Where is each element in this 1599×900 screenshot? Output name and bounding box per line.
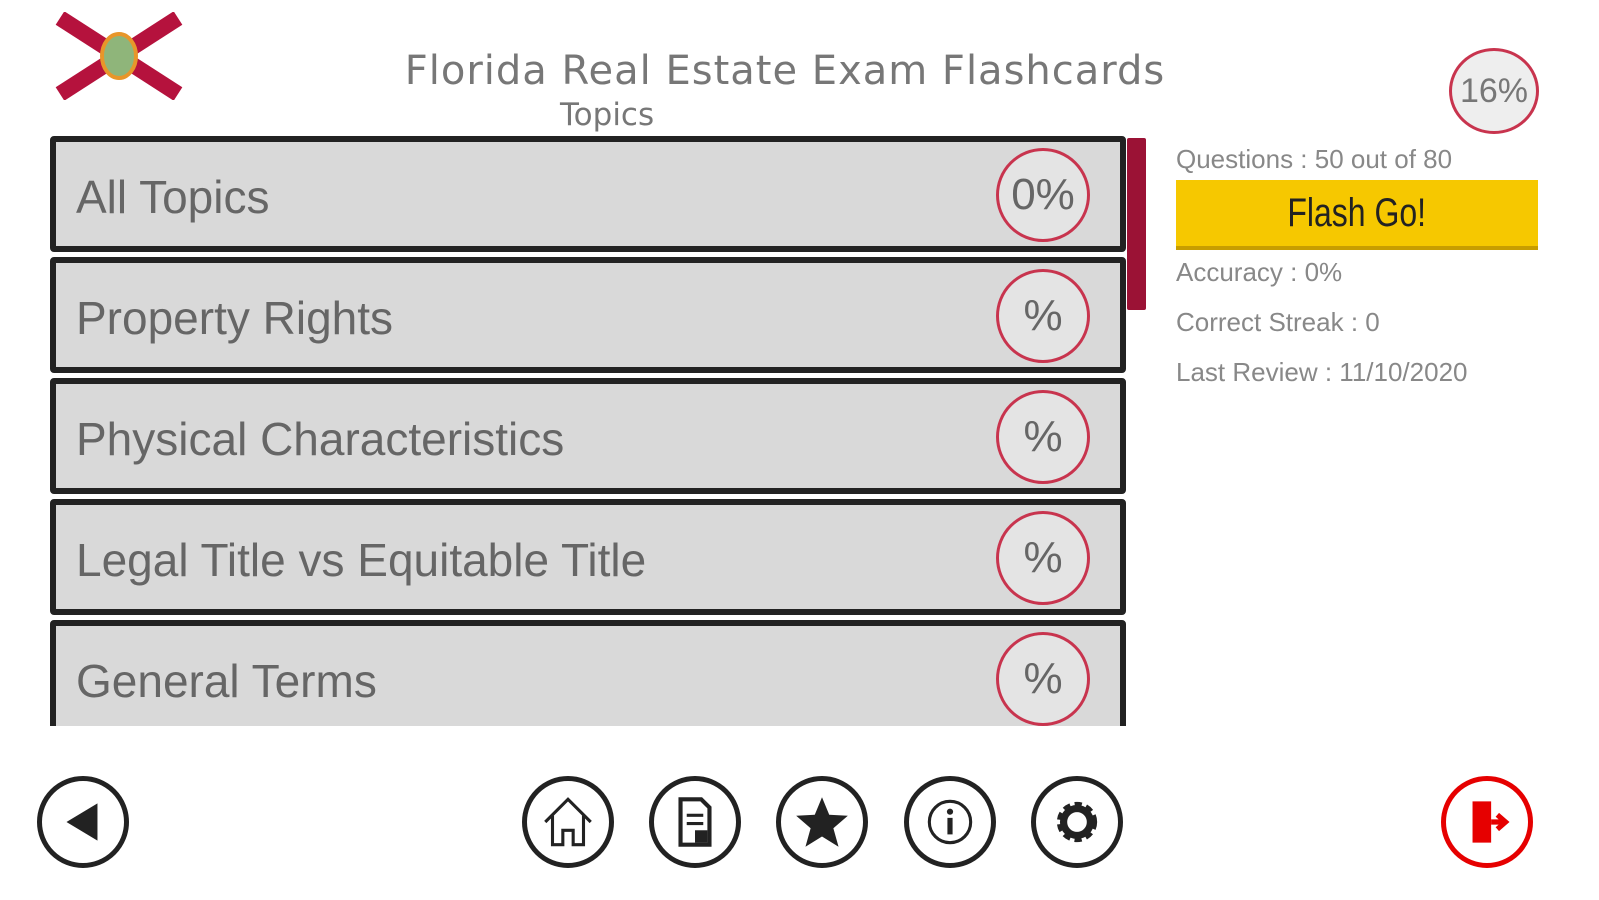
document-button[interactable] [649, 776, 741, 868]
info-button[interactable] [904, 776, 996, 868]
topic-label: All Topics [76, 171, 270, 223]
topic-label: Legal Title vs Equitable Title [76, 534, 647, 586]
streak-stat: Correct Streak : 0 [1176, 307, 1380, 337]
exit-button[interactable] [1441, 776, 1533, 868]
accuracy-stat: Accuracy : 0% [1176, 257, 1343, 287]
page-subtitle: Topics [560, 97, 655, 133]
topic-row-legal-title[interactable]: Legal Title vs Equitable Title% [50, 499, 1126, 615]
topic-progress: % [996, 390, 1090, 484]
last-review-stat: Last Review : 11/10/2020 [1176, 357, 1468, 387]
app-title: Florida Real Estate Exam Flashcards [404, 48, 1166, 94]
flash-go-button[interactable]: Flash Go! [1176, 180, 1538, 250]
florida-flag-logo [55, 12, 183, 100]
topic-row-all-topics[interactable]: All Topics 0% [50, 136, 1126, 252]
star-icon [796, 797, 848, 847]
topic-list: All Topics 0% Property Rights% Physical C… [50, 136, 1126, 726]
flash-go-label: Flash Go! [1287, 190, 1427, 235]
topic-row-general-terms[interactable]: General Terms% [50, 620, 1126, 726]
gear-icon [1056, 801, 1098, 843]
document-icon [678, 797, 712, 847]
favorites-button[interactable] [776, 776, 868, 868]
exit-icon [1472, 801, 1510, 843]
home-icon [544, 797, 592, 847]
topic-progress: % [996, 632, 1090, 726]
back-button[interactable] [37, 776, 129, 868]
topic-label: General Terms [76, 655, 377, 707]
list-scrollbar[interactable] [1127, 138, 1146, 310]
info-icon [927, 799, 973, 845]
topic-label: Property Rights [76, 292, 394, 344]
home-button[interactable] [522, 776, 614, 868]
topic-row-physical-characteristics[interactable]: Physical Characteristics% [50, 378, 1126, 494]
topic-progress: % [996, 511, 1090, 605]
questions-count: Questions : 50 out of 80 [1176, 144, 1453, 174]
settings-button[interactable] [1031, 776, 1123, 868]
topic-row-property-rights[interactable]: Property Rights% [50, 257, 1126, 373]
overall-progress-badge: 16% [1449, 48, 1539, 134]
back-icon [66, 803, 98, 841]
topic-label: Physical Characteristics [76, 413, 565, 465]
topic-progress: % [996, 269, 1090, 363]
topic-progress: 0% [996, 148, 1090, 242]
